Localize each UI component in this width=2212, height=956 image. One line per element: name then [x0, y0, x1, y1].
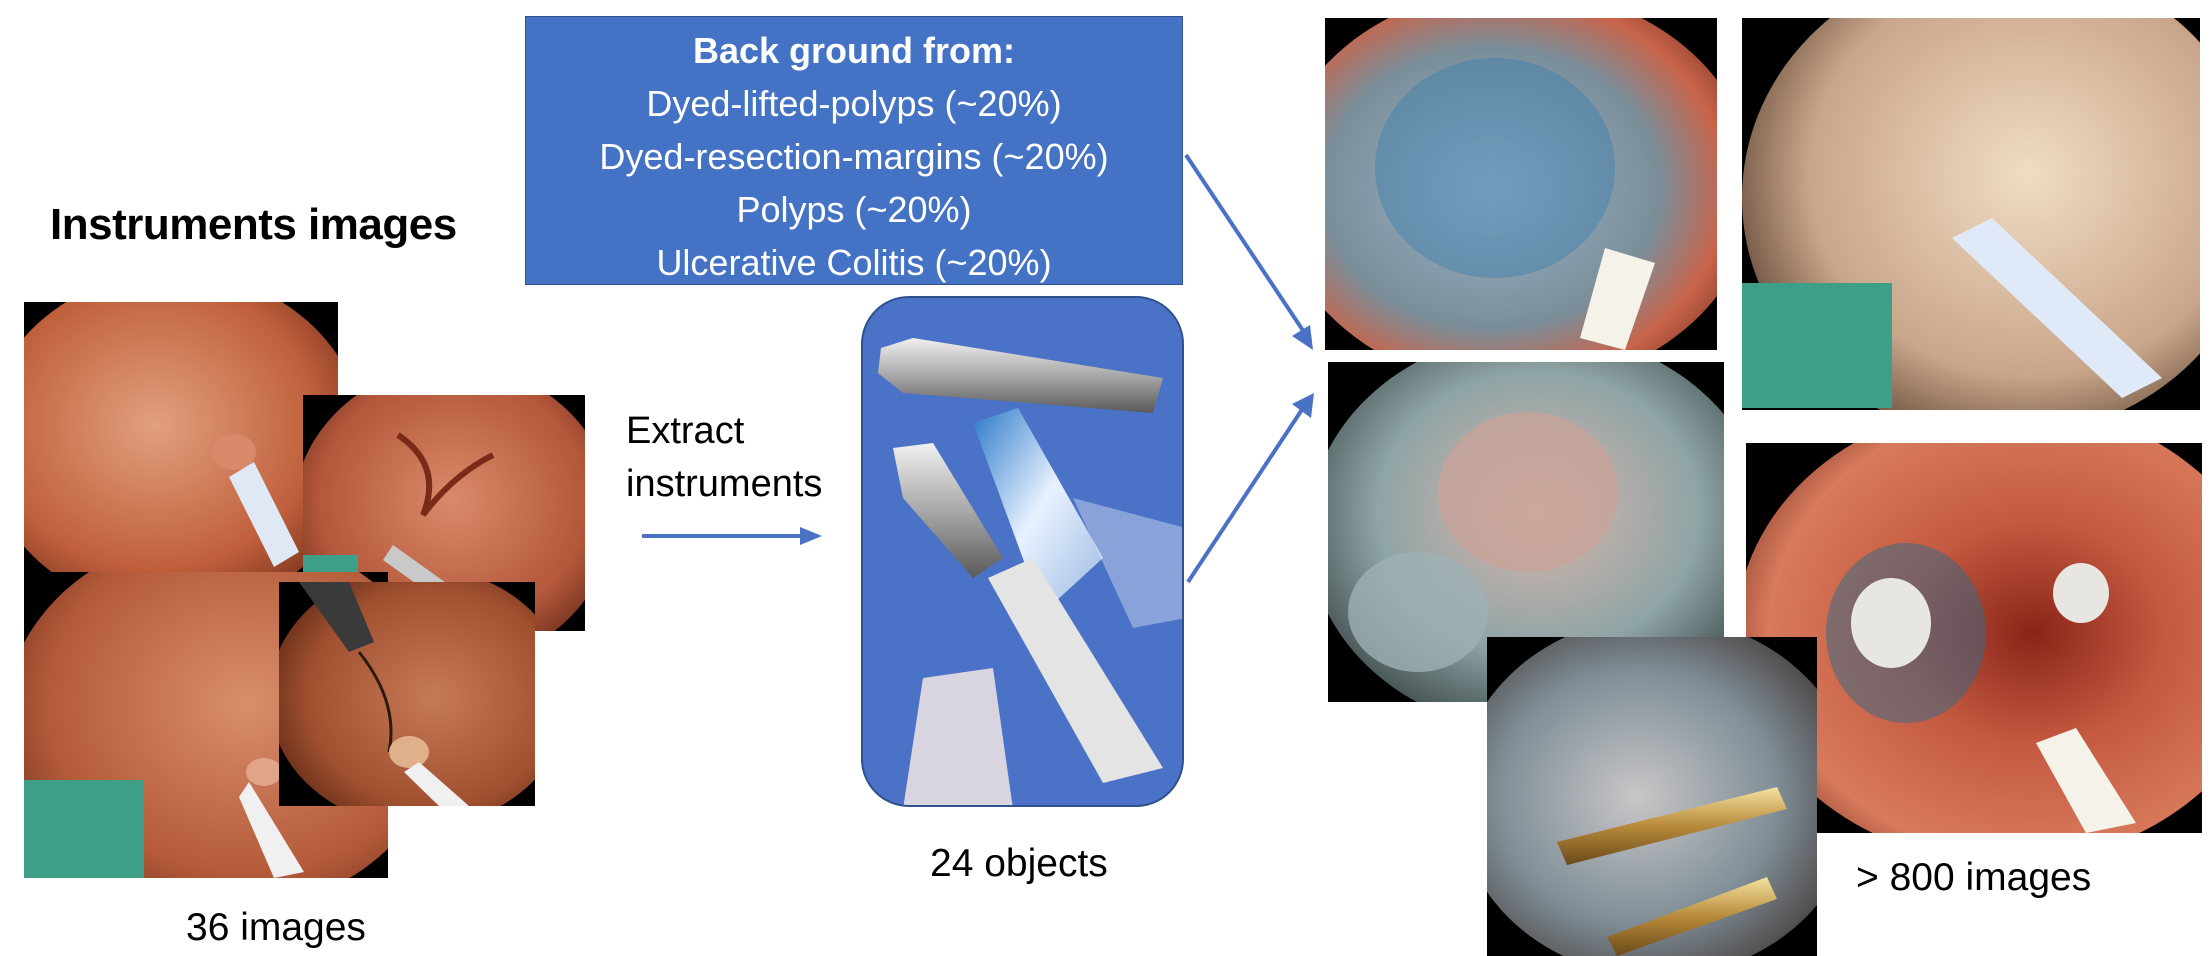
- instruments-images-title: Instruments images: [50, 200, 457, 249]
- needle-object: [988, 558, 1163, 783]
- snare-object: [878, 338, 1163, 413]
- background-item-3: Polyps (~20%): [736, 189, 972, 230]
- background-item-4: Ulcerative Colitis (~20%): [656, 242, 1052, 283]
- arrow-up-right-icon: [1180, 390, 1330, 590]
- extract-instruments-label: Extract instruments: [626, 405, 822, 511]
- composite-image-3: [1328, 362, 1724, 702]
- arrow-down-right-icon: [1180, 150, 1330, 360]
- instrument-image-4: [279, 582, 535, 806]
- instruments-caption: 36 images: [186, 906, 366, 949]
- extract-line-1: Extract: [626, 410, 745, 452]
- composite-image-5: [1487, 637, 1817, 956]
- objects-caption: 24 objects: [930, 842, 1108, 885]
- catheter-object: [903, 668, 1013, 805]
- instrument-image-1: [24, 302, 338, 572]
- background-box-heading: Back ground from:: [692, 30, 1015, 71]
- composite-image-1: [1325, 18, 1717, 350]
- forceps-object: [893, 443, 1003, 578]
- extract-line-2: instruments: [626, 463, 823, 505]
- arrow-right-icon: [640, 524, 825, 548]
- composite-image-4: [1746, 443, 2202, 833]
- extracted-instruments-panel: [861, 296, 1184, 807]
- background-item-1: Dyed-lifted-polyps (~20%): [646, 83, 1062, 124]
- composite-image-2: [1742, 18, 2200, 410]
- background-sources-box: Back ground from: Dyed-lifted-polyps (~2…: [525, 16, 1183, 285]
- background-item-2: Dyed-resection-margins (~20%): [599, 136, 1109, 177]
- images-caption: > 800 images: [1856, 856, 2092, 899]
- cap-object: [973, 408, 1103, 613]
